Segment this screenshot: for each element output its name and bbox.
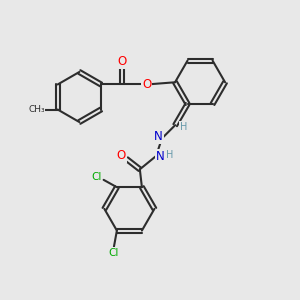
Text: O: O <box>118 55 127 68</box>
Text: N: N <box>154 130 163 143</box>
Text: H: H <box>180 122 187 132</box>
Text: O: O <box>117 149 126 162</box>
Text: H: H <box>166 150 173 160</box>
Text: N: N <box>156 150 165 163</box>
Text: CH₃: CH₃ <box>28 105 45 114</box>
Text: Cl: Cl <box>109 248 119 258</box>
Text: Cl: Cl <box>91 172 101 182</box>
Text: O: O <box>142 78 151 91</box>
